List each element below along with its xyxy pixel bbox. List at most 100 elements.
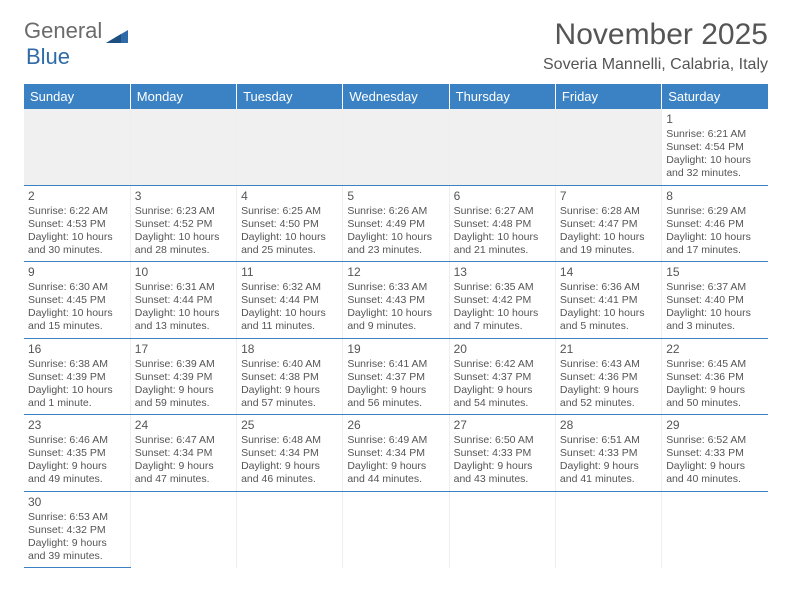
- calendar-cell: [130, 491, 236, 568]
- day-number: 1: [666, 112, 764, 127]
- calendar-cell: 11Sunrise: 6:32 AMSunset: 4:44 PMDayligh…: [237, 262, 343, 339]
- day-number: 6: [454, 189, 551, 204]
- day-number: 19: [347, 342, 444, 357]
- calendar-cell: [343, 109, 449, 185]
- day-details: Sunrise: 6:41 AMSunset: 4:37 PMDaylight:…: [347, 358, 444, 411]
- calendar-cell: 14Sunrise: 6:36 AMSunset: 4:41 PMDayligh…: [555, 262, 661, 339]
- day-details: Sunrise: 6:28 AMSunset: 4:47 PMDaylight:…: [560, 205, 657, 258]
- logo-triangle-icon: [106, 23, 128, 39]
- weekday-header: Wednesday: [343, 84, 449, 109]
- calendar-cell: 17Sunrise: 6:39 AMSunset: 4:39 PMDayligh…: [130, 338, 236, 415]
- calendar-row: 16Sunrise: 6:38 AMSunset: 4:39 PMDayligh…: [24, 338, 768, 415]
- day-number: 11: [241, 265, 338, 280]
- calendar-cell: 26Sunrise: 6:49 AMSunset: 4:34 PMDayligh…: [343, 415, 449, 492]
- day-number: 16: [28, 342, 126, 357]
- day-number: 13: [454, 265, 551, 280]
- day-details: Sunrise: 6:43 AMSunset: 4:36 PMDaylight:…: [560, 358, 657, 411]
- weekday-header: Sunday: [24, 84, 130, 109]
- calendar-cell: 19Sunrise: 6:41 AMSunset: 4:37 PMDayligh…: [343, 338, 449, 415]
- calendar-row: 9Sunrise: 6:30 AMSunset: 4:45 PMDaylight…: [24, 262, 768, 339]
- calendar-cell: 18Sunrise: 6:40 AMSunset: 4:38 PMDayligh…: [237, 338, 343, 415]
- logo-blue-row: Blue: [26, 44, 70, 70]
- day-number: 3: [135, 189, 232, 204]
- calendar-cell: 8Sunrise: 6:29 AMSunset: 4:46 PMDaylight…: [662, 185, 768, 262]
- logo: General: [24, 18, 132, 44]
- calendar-cell: 1Sunrise: 6:21 AMSunset: 4:54 PMDaylight…: [662, 109, 768, 185]
- calendar-cell: 24Sunrise: 6:47 AMSunset: 4:34 PMDayligh…: [130, 415, 236, 492]
- calendar-cell: [237, 109, 343, 185]
- day-details: Sunrise: 6:35 AMSunset: 4:42 PMDaylight:…: [454, 281, 551, 334]
- day-details: Sunrise: 6:48 AMSunset: 4:34 PMDaylight:…: [241, 434, 338, 487]
- day-details: Sunrise: 6:37 AMSunset: 4:40 PMDaylight:…: [666, 281, 764, 334]
- day-number: 24: [135, 418, 232, 433]
- day-number: 15: [666, 265, 764, 280]
- calendar-cell: 28Sunrise: 6:51 AMSunset: 4:33 PMDayligh…: [555, 415, 661, 492]
- day-number: 12: [347, 265, 444, 280]
- day-details: Sunrise: 6:26 AMSunset: 4:49 PMDaylight:…: [347, 205, 444, 258]
- day-details: Sunrise: 6:27 AMSunset: 4:48 PMDaylight:…: [454, 205, 551, 258]
- calendar-row: 23Sunrise: 6:46 AMSunset: 4:35 PMDayligh…: [24, 415, 768, 492]
- day-number: 5: [347, 189, 444, 204]
- day-number: 8: [666, 189, 764, 204]
- day-details: Sunrise: 6:39 AMSunset: 4:39 PMDaylight:…: [135, 358, 232, 411]
- day-details: Sunrise: 6:45 AMSunset: 4:36 PMDaylight:…: [666, 358, 764, 411]
- calendar-cell: 29Sunrise: 6:52 AMSunset: 4:33 PMDayligh…: [662, 415, 768, 492]
- day-number: 4: [241, 189, 338, 204]
- day-number: 27: [454, 418, 551, 433]
- calendar-cell: 27Sunrise: 6:50 AMSunset: 4:33 PMDayligh…: [449, 415, 555, 492]
- calendar-cell: 3Sunrise: 6:23 AMSunset: 4:52 PMDaylight…: [130, 185, 236, 262]
- day-details: Sunrise: 6:52 AMSunset: 4:33 PMDaylight:…: [666, 434, 764, 487]
- title-block: November 2025 Soveria Mannelli, Calabria…: [543, 18, 768, 74]
- logo-text-blue: Blue: [26, 44, 70, 70]
- day-details: Sunrise: 6:50 AMSunset: 4:33 PMDaylight:…: [454, 434, 551, 487]
- calendar-table: SundayMondayTuesdayWednesdayThursdayFrid…: [24, 84, 768, 568]
- calendar-row: 2Sunrise: 6:22 AMSunset: 4:53 PMDaylight…: [24, 185, 768, 262]
- logo-text-general: General: [24, 18, 102, 44]
- day-number: 18: [241, 342, 338, 357]
- day-details: Sunrise: 6:51 AMSunset: 4:33 PMDaylight:…: [560, 434, 657, 487]
- day-details: Sunrise: 6:23 AMSunset: 4:52 PMDaylight:…: [135, 205, 232, 258]
- month-title: November 2025: [543, 18, 768, 52]
- day-number: 22: [666, 342, 764, 357]
- calendar-cell: 16Sunrise: 6:38 AMSunset: 4:39 PMDayligh…: [24, 338, 130, 415]
- header: General November 2025 Soveria Mannelli, …: [24, 18, 768, 74]
- weekday-header-row: SundayMondayTuesdayWednesdayThursdayFrid…: [24, 84, 768, 109]
- day-number: 28: [560, 418, 657, 433]
- day-number: 26: [347, 418, 444, 433]
- calendar-cell: 9Sunrise: 6:30 AMSunset: 4:45 PMDaylight…: [24, 262, 130, 339]
- weekday-header: Friday: [555, 84, 661, 109]
- calendar-cell: 2Sunrise: 6:22 AMSunset: 4:53 PMDaylight…: [24, 185, 130, 262]
- calendar-cell: [662, 491, 768, 568]
- day-number: 30: [28, 495, 126, 510]
- calendar-cell: 12Sunrise: 6:33 AMSunset: 4:43 PMDayligh…: [343, 262, 449, 339]
- day-number: 2: [28, 189, 126, 204]
- day-number: 10: [135, 265, 232, 280]
- location: Soveria Mannelli, Calabria, Italy: [543, 56, 768, 74]
- calendar-cell: [555, 491, 661, 568]
- day-details: Sunrise: 6:33 AMSunset: 4:43 PMDaylight:…: [347, 281, 444, 334]
- calendar-cell: 22Sunrise: 6:45 AMSunset: 4:36 PMDayligh…: [662, 338, 768, 415]
- day-details: Sunrise: 6:22 AMSunset: 4:53 PMDaylight:…: [28, 205, 126, 258]
- calendar-cell: 20Sunrise: 6:42 AMSunset: 4:37 PMDayligh…: [449, 338, 555, 415]
- calendar-cell: [130, 109, 236, 185]
- calendar-cell: [24, 109, 130, 185]
- day-details: Sunrise: 6:32 AMSunset: 4:44 PMDaylight:…: [241, 281, 338, 334]
- calendar-body: 1Sunrise: 6:21 AMSunset: 4:54 PMDaylight…: [24, 109, 768, 568]
- calendar-cell: 10Sunrise: 6:31 AMSunset: 4:44 PMDayligh…: [130, 262, 236, 339]
- day-number: 14: [560, 265, 657, 280]
- day-details: Sunrise: 6:29 AMSunset: 4:46 PMDaylight:…: [666, 205, 764, 258]
- calendar-cell: [343, 491, 449, 568]
- calendar-row: 30Sunrise: 6:53 AMSunset: 4:32 PMDayligh…: [24, 491, 768, 568]
- day-number: 21: [560, 342, 657, 357]
- day-details: Sunrise: 6:31 AMSunset: 4:44 PMDaylight:…: [135, 281, 232, 334]
- day-details: Sunrise: 6:30 AMSunset: 4:45 PMDaylight:…: [28, 281, 126, 334]
- calendar-cell: 6Sunrise: 6:27 AMSunset: 4:48 PMDaylight…: [449, 185, 555, 262]
- calendar-cell: [449, 109, 555, 185]
- calendar-cell: [555, 109, 661, 185]
- calendar-cell: 15Sunrise: 6:37 AMSunset: 4:40 PMDayligh…: [662, 262, 768, 339]
- calendar-cell: 5Sunrise: 6:26 AMSunset: 4:49 PMDaylight…: [343, 185, 449, 262]
- day-details: Sunrise: 6:40 AMSunset: 4:38 PMDaylight:…: [241, 358, 338, 411]
- calendar-cell: 13Sunrise: 6:35 AMSunset: 4:42 PMDayligh…: [449, 262, 555, 339]
- calendar-cell: 25Sunrise: 6:48 AMSunset: 4:34 PMDayligh…: [237, 415, 343, 492]
- calendar-cell: 30Sunrise: 6:53 AMSunset: 4:32 PMDayligh…: [24, 491, 130, 568]
